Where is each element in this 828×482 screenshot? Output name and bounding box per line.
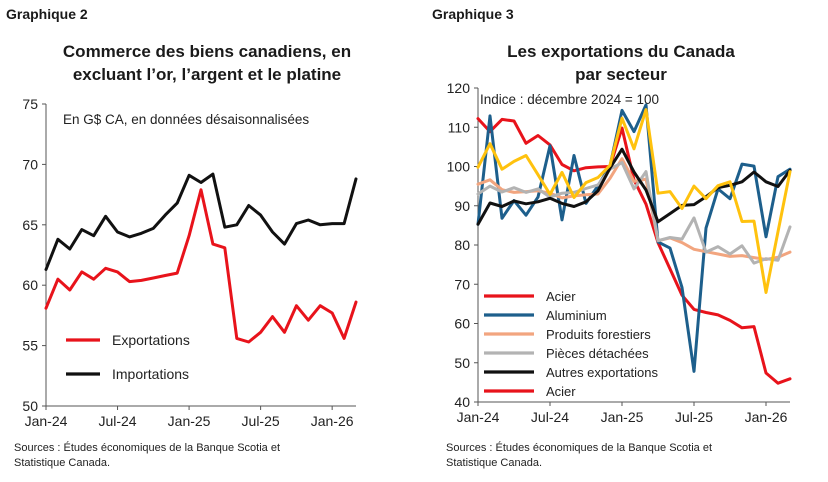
y-tick-label: 80 xyxy=(454,237,470,253)
legend-label: Acier xyxy=(546,384,576,399)
chart-panel-sector-exports: Graphique 3 Les exportations du Canada p… xyxy=(414,0,828,482)
series-line-2 xyxy=(476,103,792,373)
y-tick-label: 90 xyxy=(454,198,470,214)
sources-line-1: Sources : Études économiques de la Banqu… xyxy=(14,442,281,454)
legend-label: Exportations xyxy=(112,332,190,348)
y-tick-label: 70 xyxy=(454,276,470,292)
x-tick-label: Jan-26 xyxy=(311,413,354,429)
y-tick-label: 100 xyxy=(447,159,471,175)
graph-label: Graphique 3 xyxy=(432,6,514,22)
y-tick-label: 40 xyxy=(454,394,470,410)
series-line-6 xyxy=(476,108,792,294)
series-line-5 xyxy=(476,147,792,226)
x-tick-label: Jul-24 xyxy=(531,409,569,425)
series-line-1 xyxy=(476,117,792,385)
chart-title-line-2: par secteur xyxy=(575,65,667,84)
legend-label: Produits forestiers xyxy=(546,327,651,342)
y-tick-label: 55 xyxy=(22,338,38,354)
legend-label: Pièces détachées xyxy=(546,346,649,361)
sources-line-2: Statistique Canada. xyxy=(446,457,543,469)
series-line-2 xyxy=(44,172,358,271)
series-line-4 xyxy=(476,161,792,265)
legend-label: Acier xyxy=(546,289,576,304)
y-tick-label: 50 xyxy=(22,398,38,414)
legend-label: Importations xyxy=(112,366,189,382)
chart-trade-goods: 50 55 60 65 70 75 Jan-24 Jul-24 Jan-25 Jul-25 Jan-… xyxy=(22,96,358,429)
x-tick-label: Jan-26 xyxy=(745,409,788,425)
x-tick-label: Jul-25 xyxy=(242,413,280,429)
sources-line-1: Sources : Études économiques de la Banqu… xyxy=(446,442,713,454)
chart-subtitle: En G$ CA, en données désaisonnalisées xyxy=(63,112,309,127)
y-tick-label: 60 xyxy=(454,316,470,332)
series-line-1 xyxy=(44,188,358,344)
chart-title-line-1: Les exportations du Canada xyxy=(507,42,735,61)
sources-line-2: Statistique Canada. xyxy=(14,457,111,469)
legend-label: Autres exportations xyxy=(546,365,659,380)
y-tick-label: 65 xyxy=(22,217,38,233)
chart-title-line-1: Commerce des biens canadiens, en xyxy=(62,42,352,61)
chart-panel-exports-imports: Graphique 2 Commerce des biens canadiens… xyxy=(6,6,358,469)
y-tick-label: 50 xyxy=(454,355,470,371)
x-tick-label: Jan-25 xyxy=(601,409,644,425)
chart-title-line-2: excluant l’or, l’argent et le platine xyxy=(72,65,342,84)
graph-label: Graphique 2 xyxy=(6,6,88,22)
x-tick-label: Jul-25 xyxy=(675,409,713,425)
x-tick-label: Jan-25 xyxy=(168,413,211,429)
y-tick-label: 60 xyxy=(22,277,38,293)
x-tick-label: Jan-24 xyxy=(25,413,68,429)
y-tick-label: 110 xyxy=(448,119,471,135)
x-tick-label: Jan-24 xyxy=(457,409,500,425)
chart-sector-exports: 40 50 60 70 80 90 100 110 120 Jan-24 Jul-24 Jan-25 J… xyxy=(447,80,792,425)
y-tick-label: 75 xyxy=(22,96,38,112)
legend-label: Aluminium xyxy=(546,308,607,323)
chart-subtitle: Indice : décembre 2024 = 100 xyxy=(480,92,659,107)
x-tick-label: Jul-24 xyxy=(98,413,136,429)
y-tick-label: 120 xyxy=(447,80,471,96)
y-tick-label: 70 xyxy=(22,156,38,172)
